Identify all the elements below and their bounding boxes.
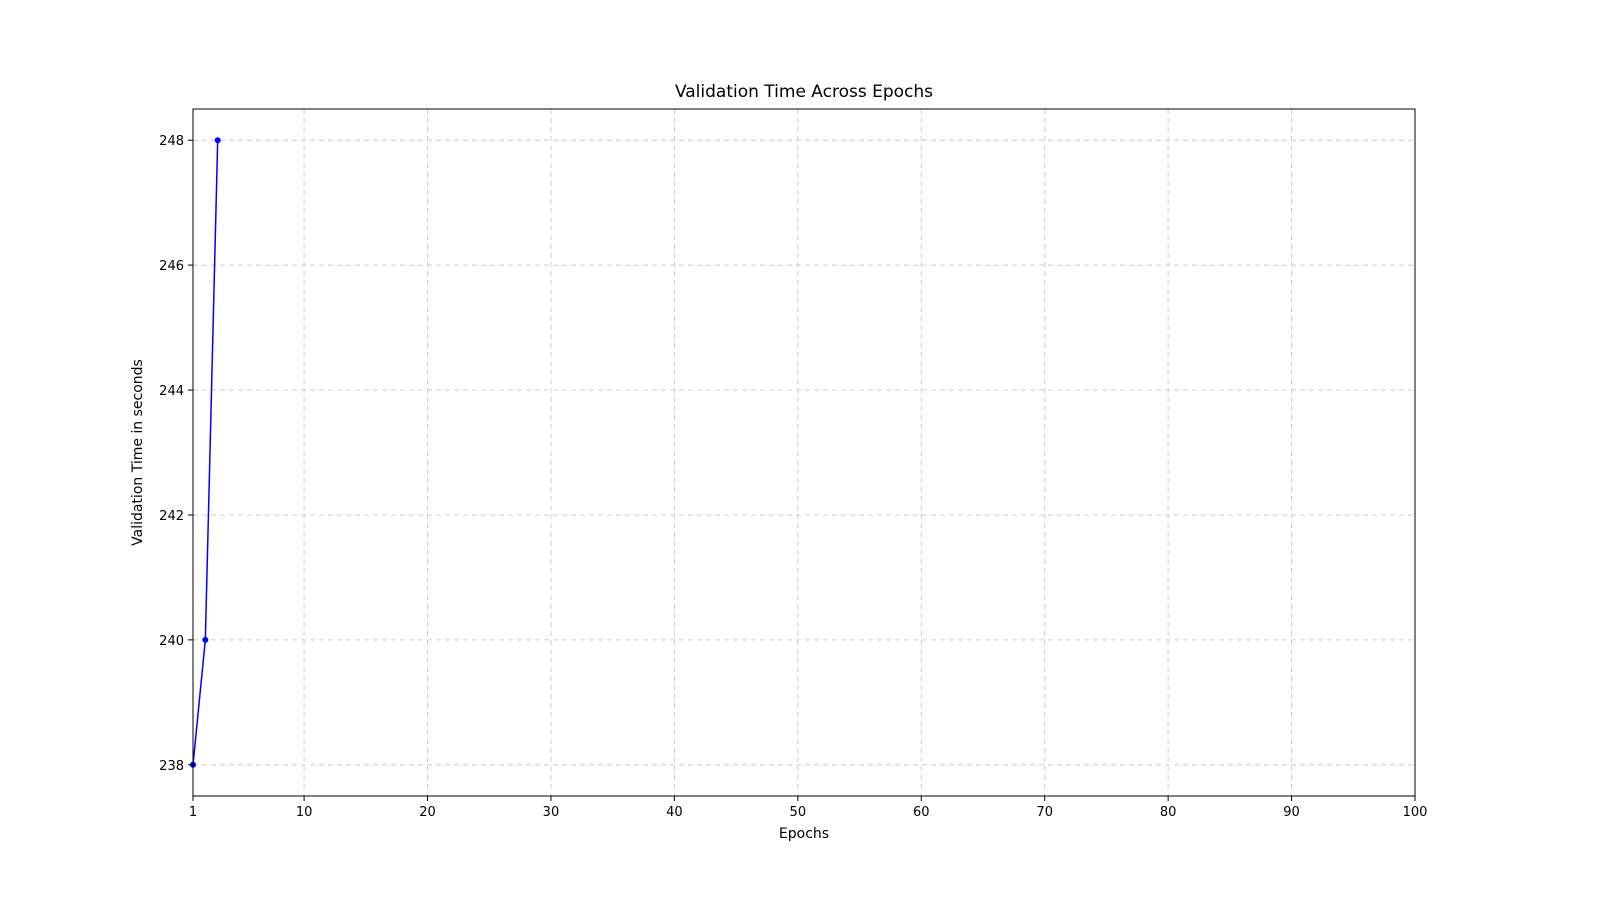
grid (192, 109, 1416, 796)
x-tick-label: 70 (1036, 805, 1053, 820)
x-tick-label: 50 (790, 805, 807, 820)
plot-frame (192, 108, 1416, 797)
x-tick-label: 60 (913, 805, 930, 820)
y-tick-label: 246 (159, 259, 184, 274)
x-tick-label: 20 (419, 805, 436, 820)
x-axis-title: Epochs (779, 826, 829, 842)
x-tick-label: 100 (1403, 805, 1428, 820)
y-tick-label: 242 (159, 509, 184, 524)
x-tick-label: 30 (543, 805, 560, 820)
y-axis-ticks: 238 240 242 244 246 248 (159, 134, 193, 774)
x-axis-ticks: 1 10 20 30 40 50 60 70 80 90 100 (189, 796, 1428, 820)
y-tick-label: 248 (159, 134, 184, 149)
series-layer (190, 137, 221, 768)
data-point (202, 636, 209, 643)
x-tick-label: 90 (1283, 805, 1300, 820)
series-line (192, 140, 219, 765)
x-tick-label: 1 (189, 805, 197, 820)
x-tick-label: 10 (296, 805, 313, 820)
x-tick-label: 40 (666, 805, 683, 820)
data-point (214, 137, 221, 144)
x-tick-label: 80 (1160, 805, 1177, 820)
y-axis-title: Validation Time in seconds (130, 359, 146, 546)
chart-title: Validation Time Across Epochs (675, 82, 933, 102)
y-tick-label: 240 (159, 634, 184, 649)
y-tick-label: 244 (159, 384, 184, 399)
y-tick-label: 238 (159, 759, 184, 774)
